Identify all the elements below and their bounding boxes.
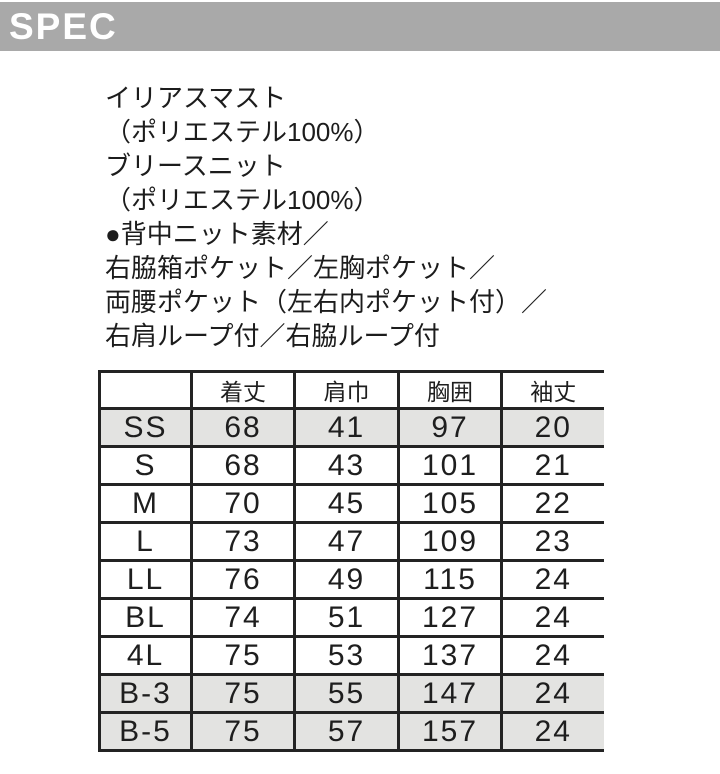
description-line: 右肩ループ付／右脇ループ付 — [105, 321, 440, 351]
measurement-cell: 22 — [501, 484, 604, 524]
description-line: （ポリエステル100%） — [105, 185, 380, 215]
size-label: M — [99, 484, 193, 524]
measurement-cell: 51 — [294, 598, 400, 638]
size-label: SS — [99, 408, 193, 448]
measurement-cell: 45 — [294, 484, 400, 524]
table-row: S 68 43 101 21 — [99, 446, 604, 486]
measurement-cell: 23 — [501, 522, 604, 562]
measurement-cell: 105 — [398, 484, 503, 524]
spec-header-bar: SPEC — [0, 2, 720, 51]
measurement-cell: 24 — [501, 636, 604, 676]
measurement-cell: 76 — [191, 560, 296, 600]
measurement-cell: 24 — [501, 560, 604, 600]
table-row: M 70 45 105 22 — [99, 484, 604, 524]
column-header: 胸囲 — [398, 371, 503, 410]
measurement-cell: 70 — [191, 484, 296, 524]
measurement-cell: 74 — [191, 598, 296, 638]
description-line: ブリースニット — [105, 151, 286, 181]
table-row: LL 76 49 115 24 — [99, 560, 604, 600]
measurement-cell: 24 — [501, 712, 604, 752]
measurement-cell: 97 — [398, 408, 503, 448]
table-row: B-5 75 57 157 24 — [99, 712, 604, 752]
spec-title: SPEC — [9, 6, 118, 47]
measurement-cell: 55 — [294, 674, 400, 714]
description-line: ●背中ニット素材／ — [105, 219, 329, 249]
column-header: 肩巾 — [294, 371, 400, 410]
measurement-cell: 101 — [398, 446, 503, 486]
size-label: LL — [99, 560, 193, 600]
measurement-cell: 21 — [501, 446, 604, 486]
size-label: B-3 — [99, 674, 193, 714]
measurement-cell: 115 — [398, 560, 503, 600]
measurement-cell: 49 — [294, 560, 400, 600]
corner-cell — [99, 371, 193, 410]
measurement-cell: 24 — [501, 674, 604, 714]
measurement-cell: 47 — [294, 522, 400, 562]
product-description: イリアスマスト （ポリエステル100%） ブリースニット （ポリエステル100%） ●背… — [105, 81, 665, 353]
measurement-cell: 157 — [398, 712, 503, 752]
size-label: S — [99, 446, 193, 486]
measurement-cell: 127 — [398, 598, 503, 638]
measurement-cell: 75 — [191, 636, 296, 676]
table-row: SS 68 41 97 20 — [99, 408, 604, 448]
table-row: 4L 75 53 137 24 — [99, 636, 604, 676]
size-label: 4L — [99, 636, 193, 676]
size-label: L — [99, 522, 193, 562]
size-table-body: SS 68 41 97 20 S 68 43 101 21 M 70 45 105 22 L 73 47 109 23… — [99, 408, 604, 752]
size-label: BL — [99, 598, 193, 638]
column-header: 袖丈 — [501, 371, 604, 410]
description-line: （ポリエステル100%） — [105, 117, 380, 147]
measurement-cell: 147 — [398, 674, 503, 714]
measurement-cell: 24 — [501, 598, 604, 638]
measurement-cell: 75 — [191, 674, 296, 714]
table-row: L 73 47 109 23 — [99, 522, 604, 562]
column-header: 着丈 — [191, 371, 296, 410]
measurement-cell: 57 — [294, 712, 400, 752]
size-label: B-5 — [99, 712, 193, 752]
measurement-cell: 137 — [398, 636, 503, 676]
measurement-cell: 68 — [191, 446, 296, 486]
size-chart-table: 着丈 肩巾 胸囲 袖丈 SS 68 41 97 20 S 68 43 101 21 M 70 45 105 22 L… — [98, 370, 604, 752]
measurement-cell: 20 — [501, 408, 604, 448]
header-row: 着丈 肩巾 胸囲 袖丈 — [99, 371, 604, 410]
measurement-cell: 53 — [294, 636, 400, 676]
table-row: BL 74 51 127 24 — [99, 598, 604, 638]
description-line: 右脇箱ポケット／左胸ポケット／ — [105, 253, 496, 283]
measurement-cell: 68 — [191, 408, 296, 448]
size-table-head: 着丈 肩巾 胸囲 袖丈 — [99, 371, 604, 410]
description-line: イリアスマスト — [105, 83, 287, 113]
measurement-cell: 75 — [191, 712, 296, 752]
measurement-cell: 109 — [398, 522, 503, 562]
measurement-cell: 43 — [294, 446, 400, 486]
measurement-cell: 41 — [294, 408, 400, 448]
description-line: 両腰ポケット（左右内ポケット付）／ — [105, 287, 548, 317]
measurement-cell: 73 — [191, 522, 296, 562]
table-row: B-3 75 55 147 24 — [99, 674, 604, 714]
